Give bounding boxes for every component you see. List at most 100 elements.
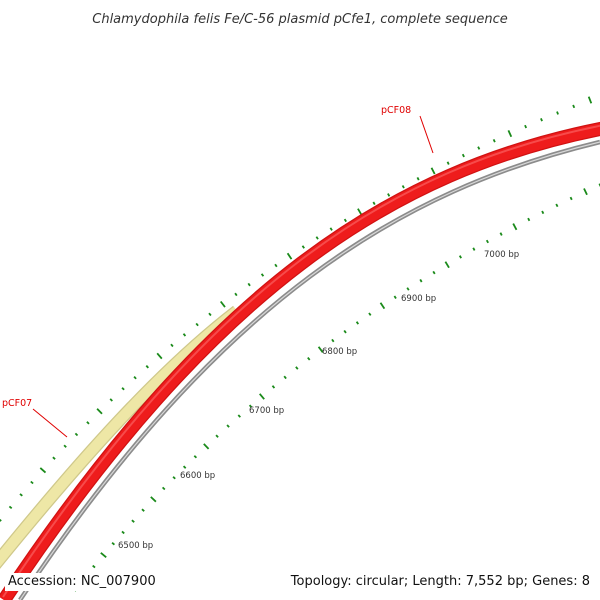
outer-tick-minor	[372, 201, 376, 206]
outer-tick-major	[507, 130, 513, 138]
inner-tick-minor	[355, 321, 360, 325]
inner-tick-minor	[92, 564, 96, 569]
outer-tick-minor	[170, 343, 174, 348]
outer-tick-minor	[416, 176, 420, 181]
gene-pcf07-leader	[32, 408, 68, 438]
outer-tick-minor	[446, 161, 450, 165]
inner-tick-major	[259, 393, 265, 400]
gene-pcf07-arc-fill	[0, 306, 241, 567]
gene-pcf08-arc-fill	[0, 123, 600, 600]
topology-summary: Topology: circular; Length: 7,552 bp; Ge…	[287, 573, 593, 591]
outer-tick-major	[39, 467, 47, 474]
outer-tick-major	[219, 300, 226, 308]
outer-tick-minor	[301, 245, 305, 249]
outer-tick-minor	[274, 263, 278, 268]
inner-tick-minor	[485, 239, 489, 244]
outer-tick-major	[357, 208, 363, 216]
gene-pcf07-label[interactable]: pCF07	[2, 398, 32, 409]
inner-tick-minor	[419, 278, 423, 283]
inner-tick-minor	[569, 196, 573, 201]
inner-tick-minor	[182, 465, 187, 469]
inner-tick-minor	[527, 217, 531, 222]
outer-tick-minor	[247, 282, 251, 287]
inner-tick-major	[512, 223, 518, 231]
tick-label-6800: 6800 bp	[322, 347, 357, 357]
outer-tick-minor	[492, 139, 496, 143]
outer-tick-minor	[234, 292, 238, 297]
outer-tick-minor	[461, 153, 465, 158]
inner-tick-major	[583, 188, 588, 196]
outer-tick-minor	[540, 118, 543, 122]
outer-tick-minor	[556, 111, 559, 115]
outer-tick-major	[430, 167, 436, 175]
inner-tick-minor	[283, 375, 287, 380]
inner-tick-minor	[555, 203, 559, 208]
outer-tick-minor	[477, 146, 481, 150]
outer-tick-minor	[195, 322, 199, 327]
inner-tick-major	[203, 443, 210, 450]
inner-tick-minor	[131, 519, 135, 523]
inner-tick-minor	[248, 404, 253, 408]
outer-tick-minor	[121, 387, 125, 391]
inner-tick-minor	[193, 455, 198, 459]
inner-tick-minor	[393, 295, 397, 299]
outer-tick-minor	[133, 375, 137, 380]
plasmid-backbone	[18, 139, 600, 600]
outer-tick-major	[286, 252, 293, 260]
outer-tick-minor	[19, 493, 23, 497]
inner-tick-minor	[226, 424, 230, 428]
inner-tick-minor	[161, 486, 166, 491]
outer-tick-minor	[74, 432, 79, 437]
tick-label-6500: 6500 bp	[118, 541, 153, 551]
outer-tick-minor	[30, 480, 34, 485]
outer-tick-major	[156, 352, 163, 360]
outer-tick-minor	[524, 124, 528, 129]
inner-tick-major	[317, 346, 324, 353]
outer-tick-marks	[0, 96, 593, 522]
inner-tick-minor	[295, 366, 299, 370]
inner-tick-major	[444, 261, 450, 269]
plasmid-backbone-highlight	[19, 141, 600, 600]
inner-tick-minor	[141, 508, 145, 512]
outer-tick-minor	[52, 456, 56, 460]
outer-tick-minor	[343, 218, 347, 223]
outer-tick-minor	[145, 365, 149, 369]
outer-tick-minor	[63, 444, 67, 448]
outer-tick-minor	[329, 227, 333, 231]
outer-tick-minor	[109, 398, 113, 402]
inner-tick-minor	[121, 530, 125, 535]
outer-tick-minor	[572, 104, 576, 109]
outer-tick-minor	[86, 421, 90, 425]
tick-label-6700: 6700 bp	[249, 406, 284, 416]
inner-tick-minor	[172, 476, 176, 480]
inner-tick-major	[100, 552, 107, 558]
inner-tick-minor	[368, 312, 372, 316]
outer-tick-minor	[8, 505, 13, 509]
map-title: Chlamydophila felis Fe/C-56 plasmid pCfe…	[92, 12, 507, 27]
outer-tick-minor	[0, 518, 2, 522]
inner-tick-minor	[499, 232, 503, 236]
tick-label-6600: 6600 bp	[180, 471, 215, 481]
gene-pcf08-arc-highlight	[2, 124, 600, 598]
inner-tick-minor	[458, 255, 462, 259]
inner-tick-major	[150, 496, 157, 503]
outer-tick-minor	[260, 273, 265, 277]
inner-tick-minor	[271, 385, 276, 389]
inner-tick-minor	[472, 247, 476, 251]
tick-label-7000: 7000 bp	[484, 250, 519, 260]
inner-tick-major	[379, 302, 386, 310]
outer-tick-major	[587, 96, 593, 104]
gene-pcf08-label[interactable]: pCF08	[381, 105, 411, 116]
outer-tick-minor	[401, 185, 405, 189]
outer-tick-major	[96, 408, 103, 415]
outer-tick-minor	[387, 193, 391, 197]
inner-tick-minor	[406, 287, 410, 291]
tick-label-6900: 6900 bp	[401, 294, 436, 304]
inner-tick-minor	[111, 542, 115, 546]
outer-tick-minor	[182, 333, 187, 337]
gene-pcf08-leader	[419, 115, 434, 154]
gene-pcf08-arc[interactable]	[0, 121, 600, 600]
inner-tick-minor	[237, 414, 241, 418]
inner-tick-minor	[541, 210, 545, 215]
